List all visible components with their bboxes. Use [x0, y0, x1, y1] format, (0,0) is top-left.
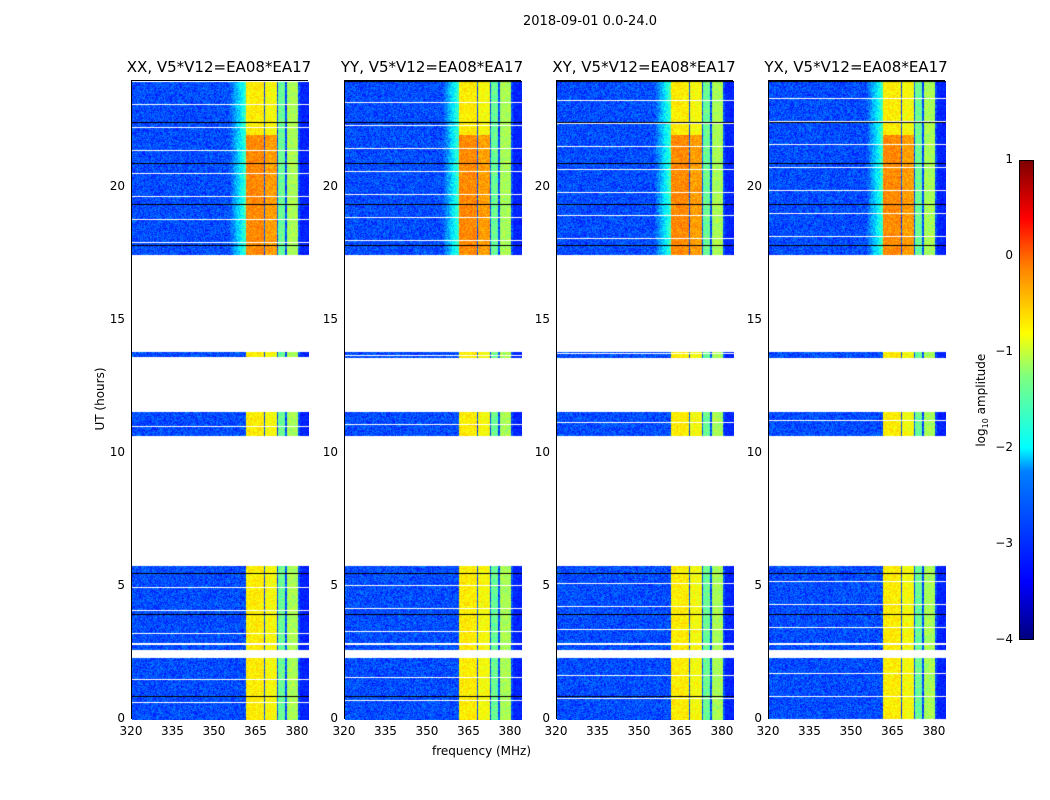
x-tick-label: 380 [285, 724, 309, 738]
x-tick-label: 350 [415, 724, 439, 738]
x-tick-label: 320 [119, 724, 143, 738]
colorbar-tick-label: −1 [995, 344, 1013, 358]
y-tick-label: 0 [542, 711, 550, 725]
y-tick-label: 20 [109, 178, 125, 193]
y-tick-label: 0 [117, 711, 125, 725]
heatmap-image [132, 81, 309, 720]
colorbar-tick-label: 1 [1005, 152, 1013, 166]
heatmap-image [769, 81, 946, 720]
y-tick-label: 10 [746, 444, 762, 459]
y-axis-label: UT (hours) [93, 367, 107, 431]
y-tick-label: 10 [534, 444, 550, 459]
x-tick-label: 320 [332, 724, 356, 738]
y-tick-label: 10 [322, 444, 338, 459]
x-tick-label: 365 [669, 724, 692, 738]
x-tick-label: 380 [922, 724, 946, 738]
x-tick-label: 380 [710, 724, 734, 738]
heatmap-image [345, 81, 522, 720]
heatmap-panel [556, 80, 734, 720]
panel-title: YX, V5*V12=EA08*EA17 [764, 58, 948, 76]
x-tick-label: 335 [161, 724, 184, 738]
y-tick-label: 10 [109, 444, 125, 459]
colorbar-tick-label: −3 [995, 536, 1013, 550]
x-tick-label: 365 [457, 724, 480, 738]
y-tick-label: 5 [542, 577, 550, 592]
panel-title: YY, V5*V12=EA08*EA17 [340, 58, 524, 76]
colorbar-label: log10 amplitude [973, 353, 991, 447]
figure-title: 2018-09-01 0.0-24.0 [523, 14, 657, 29]
y-tick-label: 0 [330, 711, 338, 725]
x-tick-label: 350 [627, 724, 651, 738]
y-tick-label: 5 [117, 577, 125, 592]
y-tick-label: 20 [322, 178, 338, 193]
x-tick-label: 335 [374, 724, 397, 738]
x-tick-label: 350 [839, 724, 863, 738]
x-tick-label: 350 [202, 724, 226, 738]
y-tick-label: 20 [746, 178, 762, 193]
y-tick-label: 15 [746, 311, 762, 326]
colorbar-tick-label: −2 [995, 440, 1013, 454]
y-tick-label: 20 [534, 178, 550, 193]
x-tick-label: 365 [244, 724, 267, 738]
heatmap-image [557, 81, 734, 720]
x-tick-label: 335 [586, 724, 609, 738]
y-tick-label: 15 [109, 311, 125, 326]
colorbar [1019, 160, 1034, 640]
y-tick-label: 15 [322, 311, 338, 326]
y-tick-label: 5 [754, 577, 762, 592]
x-tick-label: 365 [881, 724, 904, 738]
panel-title: XY, V5*V12=EA08*EA17 [552, 58, 736, 76]
panel-title: XX, V5*V12=EA08*EA17 [126, 58, 312, 76]
colorbar-tick-label: −4 [995, 632, 1013, 646]
y-tick-label: 5 [330, 577, 338, 592]
x-axis-label: frequency (MHz) [432, 744, 532, 758]
x-tick-label: 320 [756, 724, 780, 738]
y-tick-label: 15 [534, 311, 550, 326]
y-tick-label: 0 [754, 711, 762, 725]
heatmap-panel [768, 80, 946, 720]
heatmap-panel [131, 80, 309, 720]
x-tick-label: 320 [544, 724, 568, 738]
heatmap-panel [344, 80, 522, 720]
x-tick-label: 380 [498, 724, 522, 738]
colorbar-tick-label: 0 [1005, 248, 1013, 262]
x-tick-label: 335 [798, 724, 821, 738]
